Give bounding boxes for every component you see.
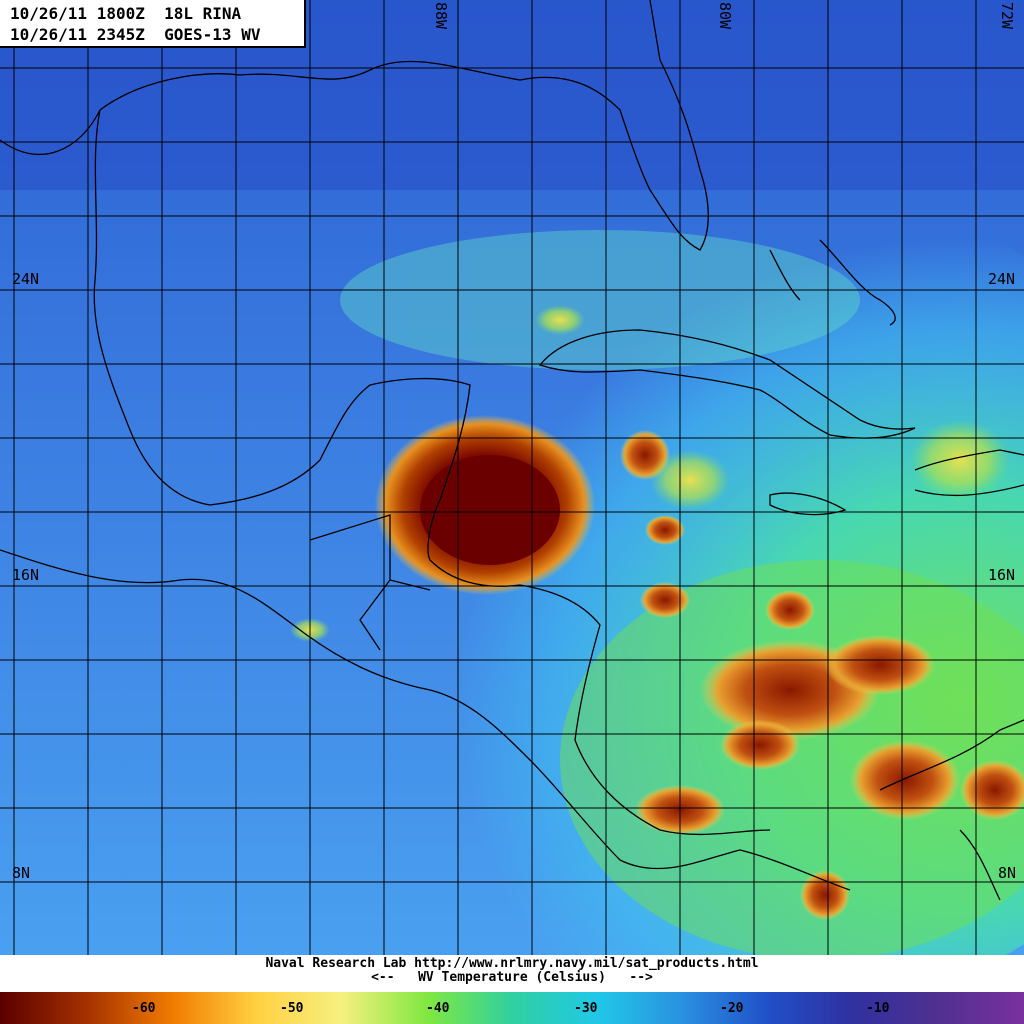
colorbar-label-minus50: -50 [280, 1001, 304, 1016]
lon-label-88w: 88W [432, 2, 450, 30]
convective-cells [290, 305, 1024, 920]
water-vapor-satellite-map [0, 0, 1024, 955]
credit-text: Naval Research Lab http://www.nrlmry.nav… [265, 956, 759, 971]
lat-lon-grid [0, 67, 1024, 143]
colorbar-label-minus20: -20 [720, 1001, 744, 1016]
header-line-storm: 10/26/11 1800Z 18L RINA [10, 4, 242, 23]
colorbar-label-minus10: -10 [866, 1001, 890, 1016]
colorbar-label-minus60: -60 [132, 1001, 156, 1016]
lon-label-72w: 72W [998, 2, 1016, 30]
lat-label-24n: 24N [12, 270, 40, 288]
lat-label-8n: 8N [12, 864, 31, 882]
colorbar-label-minus30: -30 [574, 1001, 598, 1016]
lat-label-16n: 16N [12, 566, 40, 584]
lat-label-24n-right: 24N [988, 270, 1016, 288]
lat-label-8n-right: 8N [998, 864, 1017, 882]
lat-label-16n-right: 16N [988, 566, 1016, 584]
colorbar-label-minus40: -40 [426, 1001, 450, 1016]
scale-title: <-- WV Temperature (Celsius) --> [371, 970, 653, 985]
header-line-satellite: 10/26/11 2345Z GOES-13 WV [10, 25, 261, 44]
temperature-colorbar [0, 992, 1024, 1024]
lon-label-80w: 80W [716, 2, 734, 30]
footer-credit: Naval Research Lab http://www.nrlmry.nav… [0, 955, 1024, 992]
header-box: 10/26/11 1800Z 18L RINA 10/26/11 2345Z G… [0, 0, 306, 48]
